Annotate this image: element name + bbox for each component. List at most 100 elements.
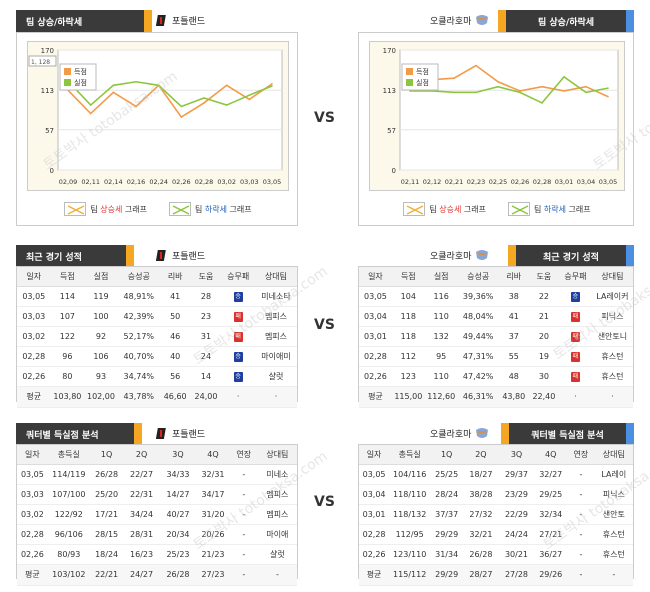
data-point: [203, 97, 205, 99]
table-cell: 03,02: [17, 326, 51, 347]
x-tick-label: 03,04: [577, 178, 596, 186]
table-row: 03,05 114 119 48,91% 41 28 승 미네소타: [17, 286, 297, 307]
table-cell: 25/23: [159, 544, 197, 565]
data-point: [409, 90, 411, 92]
table-cell: 100: [84, 306, 118, 327]
column-header: 상대팀: [594, 445, 633, 465]
right-legend-bar: 팀 상승세 그래프 팀 하락세 그래프: [369, 198, 625, 220]
table-cell: 104: [391, 286, 425, 307]
average-cell: 평균: [359, 386, 392, 408]
average-cell: 46,31%: [457, 386, 499, 408]
legend-label: 실점: [416, 78, 429, 87]
left-legend-bar: 팀 상승세 그래프 팀 하락세 그래프: [27, 198, 289, 220]
portland-logo-icon: [155, 249, 168, 262]
table-cell: 샬럿: [254, 366, 297, 387]
average-row: 평균 115,00 112,60 46,31% 43,80 22,40 · ·: [359, 386, 633, 408]
loss-badge: 패: [233, 331, 243, 342]
average-cell: 24/27: [123, 564, 160, 586]
y-tick-label: 57: [45, 127, 54, 135]
table-cell: -: [229, 504, 258, 525]
x-tick-label: 02,09: [59, 178, 78, 186]
table-row: 02,28 112 95 47,31% 55 19 패 휴스턴: [359, 346, 633, 367]
legend-swatch: [406, 79, 413, 86]
table-cell: 피닉스: [591, 306, 633, 327]
vs-label-middle: VS: [314, 317, 335, 333]
column-header: 승성공: [457, 267, 499, 287]
legend-label: 득점: [74, 68, 87, 76]
loss-badge: 패: [570, 331, 580, 342]
y-tick-label: 0: [392, 167, 396, 175]
data-point: [180, 105, 183, 108]
data-point: [112, 84, 115, 87]
column-header: 상대팀: [254, 267, 297, 287]
legend-label: 실점: [74, 78, 87, 87]
data-point: [519, 90, 521, 92]
table-cell: 110: [424, 366, 458, 387]
right-trend-title: 팀 상승/하락세: [537, 17, 595, 28]
table-cell: 122/92: [47, 504, 90, 525]
table-cell: 14: [190, 366, 222, 387]
column-header: 4Q: [534, 445, 568, 465]
left-recent-title: 최근 경기 성적: [26, 252, 82, 263]
column-header: 승성공: [117, 267, 160, 287]
x-tick-label: 03,01: [555, 178, 574, 186]
fall-suffix: 그래프: [566, 204, 591, 214]
y-tick-label: 170: [383, 47, 396, 55]
table-cell: 92: [84, 326, 118, 347]
column-header: 승무패: [558, 267, 592, 287]
column-header: 2Q: [463, 445, 499, 465]
right-recent-team-name: 오클라호마: [430, 252, 472, 262]
column-header: 득점: [50, 267, 85, 287]
table-cell: 미네소타: [254, 286, 297, 307]
rise-prefix: 팀: [429, 204, 440, 214]
average-cell: 평균: [17, 564, 48, 586]
table-cell: 122: [50, 326, 85, 347]
table-cell: 샬럿: [257, 544, 297, 565]
data-point: [271, 85, 273, 87]
win-badge: 승: [570, 291, 580, 302]
table-cell: 28/24: [430, 484, 464, 505]
table-row: 03,05 114/119 26/28 22/27 34/33 32/31- 미네소: [17, 464, 297, 485]
right-trend-section: 오클라호마 팀 상승/하락세 170 113 57 0 02,11 02,12 02,21 0…: [358, 10, 634, 226]
header-accent: [126, 245, 134, 267]
column-header: 연장: [229, 445, 258, 465]
x-tick-label: 02,12: [423, 178, 442, 186]
left-recent-header: 최근 경기 성적: [16, 245, 126, 267]
table-cell: -: [567, 484, 595, 505]
data-point: [135, 105, 137, 108]
x-tick-label: 03,05: [263, 178, 282, 186]
table-cell: 31/20: [196, 504, 230, 525]
table-cell: 93: [84, 366, 118, 387]
table-cell: 32/21: [463, 524, 499, 545]
table-cell: 21: [528, 306, 559, 327]
data-point: [225, 84, 228, 87]
left-trend-title: 팀 상승/하락세: [26, 17, 83, 28]
table-cell: 03,04: [359, 484, 390, 505]
table-cell: 14/27: [159, 484, 197, 505]
table-cell: 마이애: [257, 524, 297, 545]
table-cell: 30: [528, 366, 559, 387]
fall-legend-text: 팀 하락세 그래프: [195, 204, 252, 215]
table-cell: 02,28: [359, 346, 392, 367]
table-cell: 47,42%: [457, 366, 499, 387]
average-cell: 115/112: [389, 564, 431, 586]
right-quarter-team-name: 오클라호마: [430, 430, 472, 440]
y-tick-label: 113: [41, 87, 54, 95]
fall-legend-text: 팀 하락세 그래프: [534, 204, 591, 215]
table-cell: 03,05: [17, 286, 51, 307]
table-row: 03,05 104/116 25/25 18/27 29/37 32/27- LA레이: [359, 464, 633, 485]
data-point: [157, 84, 160, 87]
x-tick-label: 02,14: [104, 178, 123, 186]
table-cell: 휴스턴: [594, 544, 633, 565]
column-header: 총득실: [389, 445, 431, 465]
left-recent-team-name: 포틀랜드: [172, 252, 206, 262]
result-cell: 패: [558, 306, 592, 327]
table-cell: 25/25: [430, 464, 464, 485]
table-cell: 18/24: [89, 544, 124, 565]
table-row: 02,26 123 110 47,42% 48 30 패 휴스턴: [359, 366, 633, 387]
table-cell: 107/100: [47, 484, 90, 505]
table-cell: 27/32: [463, 504, 499, 525]
column-header: 일자: [359, 445, 390, 465]
column-header: 실점: [424, 267, 458, 287]
